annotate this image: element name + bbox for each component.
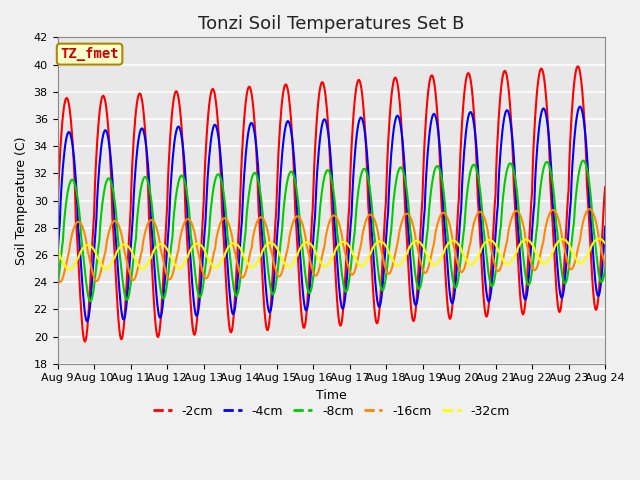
-4cm (121, 315, 129, 321)
-8cm (602, 264, 609, 270)
-4cm (83, 319, 91, 324)
-4cm (63, 131, 71, 137)
-4cm (177, 127, 184, 132)
Line: -2cm: -2cm (58, 66, 605, 342)
Line: -8cm: -8cm (58, 161, 605, 301)
-16cm (54, 276, 61, 281)
-16cm (586, 206, 593, 212)
-2cm (81, 339, 89, 345)
-8cm (579, 158, 587, 164)
-32cm (205, 257, 213, 263)
-8cm (399, 167, 406, 172)
-4cm (54, 251, 61, 257)
-8cm (205, 230, 213, 236)
-16cm (121, 249, 129, 255)
-4cm (399, 139, 406, 144)
-16cm (56, 279, 63, 285)
Title: Tonzi Soil Temperatures Set B: Tonzi Soil Temperatures Set B (198, 15, 465, 33)
-4cm (576, 104, 584, 109)
-32cm (121, 242, 129, 248)
-16cm (602, 262, 609, 268)
-32cm (602, 240, 609, 246)
-4cm (602, 224, 609, 229)
-32cm (595, 236, 603, 241)
-8cm (54, 285, 61, 291)
-16cm (177, 235, 184, 241)
Line: -16cm: -16cm (58, 209, 605, 282)
-2cm (602, 184, 609, 190)
-2cm (63, 96, 71, 102)
Y-axis label: Soil Temperature (C): Soil Temperature (C) (15, 136, 28, 265)
X-axis label: Time: Time (316, 389, 347, 402)
Text: TZ_fmet: TZ_fmet (60, 47, 119, 61)
-16cm (399, 217, 406, 223)
-8cm (177, 174, 184, 180)
-32cm (399, 259, 406, 264)
-32cm (177, 265, 184, 271)
-2cm (121, 314, 129, 320)
-2cm (574, 63, 582, 69)
-2cm (205, 103, 213, 108)
-16cm (65, 252, 72, 258)
Legend: -2cm, -4cm, -8cm, -16cm, -32cm: -2cm, -4cm, -8cm, -16cm, -32cm (148, 400, 515, 423)
-8cm (121, 291, 129, 297)
-2cm (177, 108, 184, 114)
-32cm (54, 247, 61, 253)
-8cm (86, 299, 94, 304)
-2cm (415, 264, 422, 270)
-4cm (205, 155, 213, 161)
-4cm (415, 288, 422, 293)
-32cm (415, 239, 422, 244)
-8cm (63, 191, 71, 197)
-8cm (415, 286, 422, 292)
-16cm (415, 250, 422, 256)
Line: -4cm: -4cm (58, 107, 605, 322)
Line: -32cm: -32cm (58, 239, 605, 270)
-2cm (399, 144, 406, 149)
-32cm (63, 266, 71, 272)
-16cm (205, 271, 213, 276)
-2cm (54, 218, 61, 224)
-32cm (66, 267, 74, 273)
